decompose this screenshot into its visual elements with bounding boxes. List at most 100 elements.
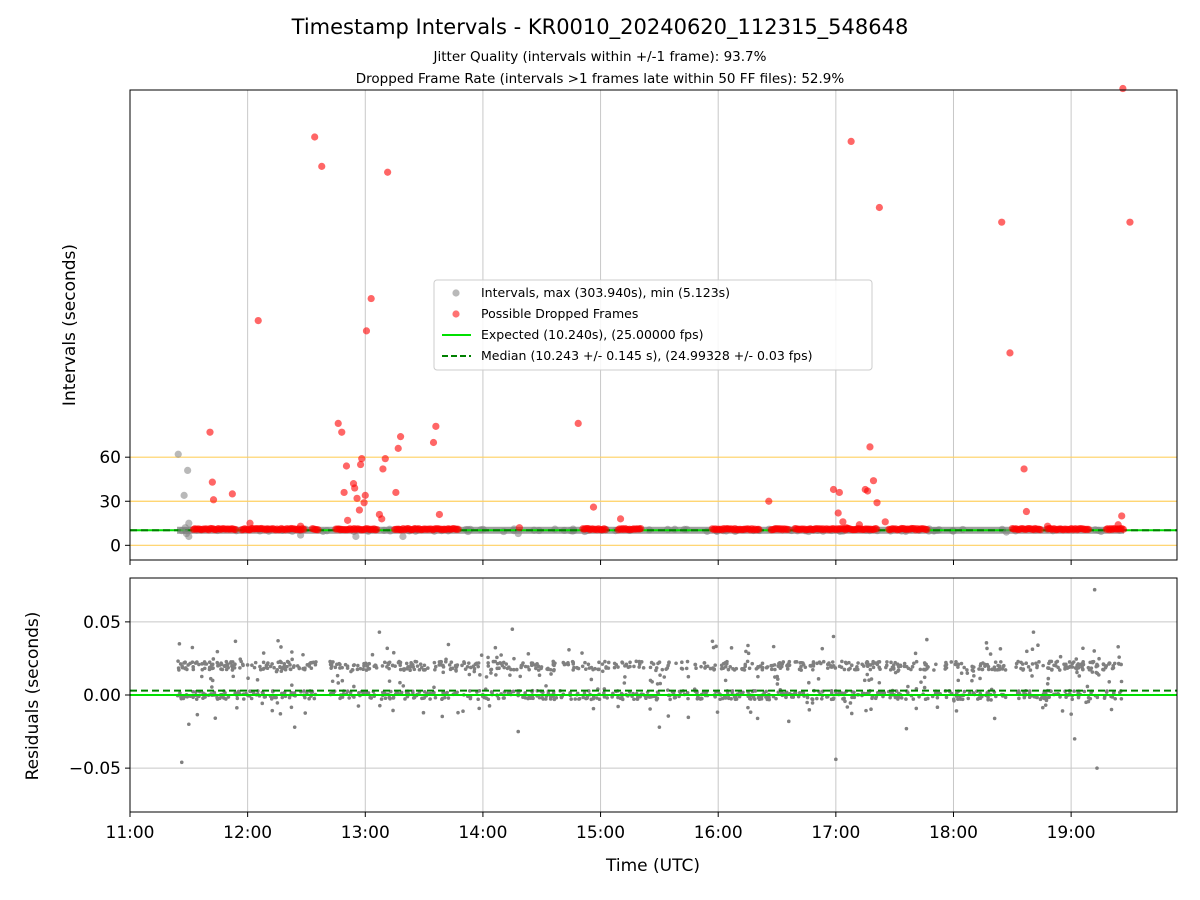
residual-point bbox=[711, 645, 716, 650]
residual-point bbox=[986, 667, 991, 672]
residual-point bbox=[746, 705, 750, 710]
residual-point bbox=[479, 653, 484, 657]
residual-point bbox=[367, 661, 372, 666]
residual-point bbox=[847, 660, 851, 665]
residual-point bbox=[616, 704, 620, 709]
residual-point bbox=[552, 663, 556, 668]
residual-point bbox=[667, 660, 671, 664]
residual-point bbox=[1097, 656, 1101, 661]
residual-point bbox=[825, 666, 830, 670]
residual-point bbox=[600, 662, 605, 666]
residual-point bbox=[943, 664, 948, 668]
residual-point bbox=[523, 664, 528, 669]
dropped-frame-point bbox=[353, 494, 361, 502]
dropped-frame-point bbox=[616, 515, 625, 523]
residual-point bbox=[612, 661, 617, 666]
dropped-frame-point bbox=[869, 477, 878, 485]
residual-point bbox=[956, 697, 960, 701]
residual-point bbox=[728, 665, 733, 669]
interval-point bbox=[352, 532, 360, 541]
residual-point bbox=[235, 696, 240, 701]
residual-point bbox=[345, 666, 350, 670]
residual-point bbox=[269, 697, 274, 701]
residual-point bbox=[476, 664, 480, 669]
residual-point bbox=[335, 673, 340, 678]
residual-point bbox=[764, 689, 769, 694]
residual-point bbox=[220, 667, 225, 672]
residual-point bbox=[235, 706, 239, 710]
residual-point bbox=[418, 662, 423, 666]
dropped-frame-point bbox=[254, 316, 262, 325]
top-threshold-lines bbox=[130, 456, 1177, 546]
residual-point bbox=[489, 671, 493, 675]
residual-point bbox=[1072, 689, 1076, 693]
residual-point bbox=[686, 715, 691, 720]
residual-point bbox=[265, 666, 270, 671]
residual-point bbox=[618, 696, 623, 700]
residual-point bbox=[922, 675, 927, 680]
residual-point bbox=[253, 660, 258, 665]
residual-point bbox=[985, 646, 989, 651]
dropped-frame-point bbox=[379, 465, 387, 473]
residual-point bbox=[466, 661, 471, 665]
residual-point bbox=[1091, 659, 1096, 664]
residual-point bbox=[923, 668, 928, 672]
residual-point bbox=[356, 704, 361, 708]
y-tick-label: 30 bbox=[99, 492, 121, 512]
residual-point bbox=[258, 664, 262, 669]
y-tick-label: 0 bbox=[110, 536, 121, 556]
residual-point bbox=[944, 660, 948, 665]
residual-point bbox=[472, 669, 477, 674]
residual-point bbox=[1107, 661, 1112, 665]
residual-point bbox=[404, 661, 409, 666]
residual-point bbox=[798, 661, 803, 665]
residual-point bbox=[176, 659, 180, 663]
residual-point bbox=[1019, 666, 1023, 671]
residual-point bbox=[569, 697, 573, 701]
residual-point bbox=[1101, 662, 1106, 666]
y-tick-label: 60 bbox=[99, 448, 121, 468]
residual-point bbox=[1097, 673, 1101, 677]
residual-point bbox=[394, 690, 399, 695]
residual-point bbox=[1047, 666, 1051, 671]
residual-point bbox=[203, 662, 207, 666]
residual-point bbox=[910, 664, 915, 669]
residual-point bbox=[190, 645, 195, 650]
residual-point bbox=[305, 691, 309, 695]
dropped-frame-point bbox=[923, 525, 931, 534]
residual-point bbox=[699, 664, 703, 669]
residual-point bbox=[275, 701, 280, 705]
dropped-frame-point bbox=[340, 488, 348, 497]
residual-point bbox=[841, 697, 845, 701]
residual-point bbox=[829, 697, 834, 702]
dropped-frame-point bbox=[206, 428, 214, 436]
residual-point bbox=[729, 646, 734, 650]
residual-point bbox=[258, 667, 263, 672]
residual-point bbox=[250, 663, 254, 667]
residual-point bbox=[1057, 668, 1062, 672]
residual-point bbox=[1025, 649, 1029, 654]
dropped-frame-point bbox=[361, 491, 369, 499]
residual-point bbox=[648, 665, 653, 670]
residual-point bbox=[602, 691, 606, 695]
residual-point bbox=[891, 667, 896, 671]
residual-point bbox=[760, 661, 765, 666]
residual-point bbox=[523, 691, 527, 695]
residual-point bbox=[840, 659, 844, 664]
residual-point bbox=[454, 667, 458, 672]
residual-point bbox=[423, 667, 427, 672]
residual-point bbox=[1107, 679, 1112, 684]
residual-point bbox=[307, 696, 311, 701]
residual-point bbox=[217, 696, 222, 701]
residual-point bbox=[934, 662, 938, 667]
residual-point bbox=[422, 690, 427, 694]
residual-point bbox=[567, 648, 571, 652]
residual-point bbox=[603, 659, 607, 664]
residual-point bbox=[374, 666, 379, 670]
residual-point bbox=[849, 663, 854, 668]
residual-point bbox=[178, 691, 182, 695]
x-tick-label: 17:00 bbox=[811, 823, 860, 843]
residual-point bbox=[715, 710, 720, 714]
residual-point bbox=[959, 671, 964, 676]
